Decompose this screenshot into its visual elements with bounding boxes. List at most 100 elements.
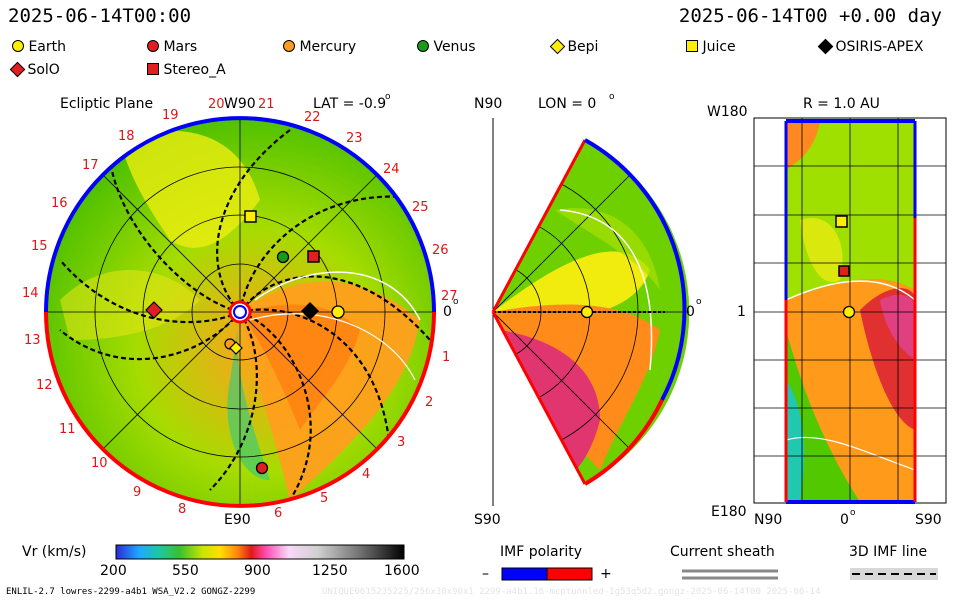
venus-marker-icon <box>417 40 429 52</box>
juice-marker <box>244 210 257 223</box>
sector-label: 19 <box>162 108 179 123</box>
radial-title: R = 1.0 AU <box>803 96 880 112</box>
sector-label: 26 <box>432 243 449 258</box>
colorbar <box>115 544 405 560</box>
meridional-top-label: N90 <box>474 96 503 112</box>
colorbar-tick: 1600 <box>384 563 420 579</box>
juice-marker-icon <box>686 40 698 52</box>
mercury-marker-icon <box>283 40 295 52</box>
imf-polarity-rim-negative <box>44 116 436 313</box>
radial-xtick-label: 0 <box>840 512 849 528</box>
imf-plus-label: + <box>600 566 612 582</box>
imf-polarity-rim-positive <box>44 311 436 508</box>
meridional-lon-label: LON = 0 <box>538 96 597 112</box>
sector-label: 3 <box>397 435 406 450</box>
venus-marker <box>276 250 290 264</box>
meridional-edge-lower <box>491 311 587 485</box>
ecliptic-top-label: W90 <box>224 96 256 112</box>
radial-map-panel <box>753 117 947 504</box>
sector-label: 13 <box>24 333 41 348</box>
sector-label: 9 <box>133 485 142 500</box>
sector-label: 10 <box>91 456 108 471</box>
solo-marker <box>145 301 163 319</box>
meridional-rim-negative <box>584 138 687 401</box>
sector-label: 1 <box>442 350 451 365</box>
sector-label: 15 <box>31 239 48 254</box>
yellow-stream-north <box>120 130 260 248</box>
colorbar-tick: 550 <box>172 563 199 579</box>
colorbar-tick: 200 <box>100 563 127 579</box>
sector-label: 8 <box>178 502 187 517</box>
juice-marker-radial <box>835 215 848 228</box>
current-sheath-title: Current sheath <box>670 544 775 560</box>
meridional-rim-positive <box>583 399 664 486</box>
sector-label: 27 <box>441 289 458 304</box>
sector-label: 12 <box>36 378 53 393</box>
legend-solo: SolO <box>9 61 60 78</box>
timestamp-right: 2025-06-14T00 +0.00 day <box>678 5 942 27</box>
sector-label: 16 <box>51 196 68 211</box>
earth-marker-radial <box>842 305 856 319</box>
legend-osiris-apex: OSIRIS-APEX <box>817 38 923 55</box>
stereo-a-marker-radial <box>838 265 850 277</box>
stereo-a-marker-icon <box>147 63 159 75</box>
legend-bepi: Bepi <box>549 38 598 55</box>
radial-mid-label: 1 <box>737 304 746 320</box>
meridional-edge-upper <box>491 139 587 313</box>
legend-mars: Mars <box>147 39 197 55</box>
sector-label: 17 <box>82 158 99 173</box>
sector-label: 4 <box>362 467 371 482</box>
sector-label: 2 <box>425 395 434 410</box>
ecliptic-lat-label: LAT = -0.9 <box>313 96 387 112</box>
ecliptic-bottom-label: E90 <box>224 512 251 528</box>
sector-label: 23 <box>346 131 363 146</box>
radial-bottom-label: E180 <box>711 504 747 520</box>
earth-marker-meridional <box>580 305 594 319</box>
meridional-right-label: 0 <box>686 304 695 320</box>
legend-mercury: Mercury <box>283 39 356 55</box>
teal-stream <box>227 312 270 480</box>
imf-positive-swatch <box>546 567 593 581</box>
ecliptic-plane-panel <box>44 116 436 508</box>
sector-label: 24 <box>383 162 400 177</box>
mars-marker <box>255 461 269 475</box>
colorbar-tick: 1250 <box>312 563 348 579</box>
legend-venus: Venus <box>417 39 476 55</box>
sector-label: 6 <box>274 506 283 521</box>
earth-marker <box>331 305 345 319</box>
sector-label: 21 <box>258 97 275 112</box>
radial-top-label: W180 <box>707 104 748 120</box>
sector-label: 25 <box>412 200 429 215</box>
imf-minus-label: – <box>482 566 489 582</box>
timestamp-left: 2025-06-14T00:00 <box>8 5 192 27</box>
meridional-bottom-label: S90 <box>474 512 501 528</box>
sector-label: 11 <box>59 422 76 437</box>
footer-run-id: UNIQUE0615235225/256x30x90x1 2299-a4b1.1… <box>322 587 821 597</box>
bepi-marker <box>229 341 243 355</box>
ecliptic-right-label: 0 <box>443 304 452 320</box>
sector-label: 22 <box>304 110 321 125</box>
colorbar-tick: 900 <box>244 563 271 579</box>
sector-label: 14 <box>22 286 39 301</box>
sector-label: 5 <box>320 491 329 506</box>
imf-negative-swatch <box>501 567 548 581</box>
meridional-plane-panel <box>491 118 690 506</box>
radial-xtick-label: N90 <box>754 512 783 528</box>
legend-stereo-a: Stereo_A <box>147 62 226 78</box>
earth-marker-icon <box>12 40 24 52</box>
imf-polarity-title: IMF polarity <box>500 544 583 560</box>
radial-xtick-label: S90 <box>915 512 942 528</box>
legend-juice: Juice <box>686 39 736 55</box>
colorbar-title: Vr (km/s) <box>22 544 87 560</box>
sector-label: 20 <box>208 97 225 112</box>
stereo-a-marker <box>307 250 320 263</box>
ecliptic-title: Ecliptic Plane <box>60 96 154 112</box>
sector-label: 18 <box>118 129 135 144</box>
osiris-apex-marker <box>301 302 319 320</box>
imf-line-title: 3D IMF line <box>849 544 928 560</box>
footer-model-info: ENLIL-2.7 lowres-2299-a4b1 WSA_V2.2 GONG… <box>6 587 256 597</box>
fast-wind-core <box>240 304 360 430</box>
legend-earth: Earth <box>12 39 66 55</box>
mars-marker-icon <box>147 40 159 52</box>
